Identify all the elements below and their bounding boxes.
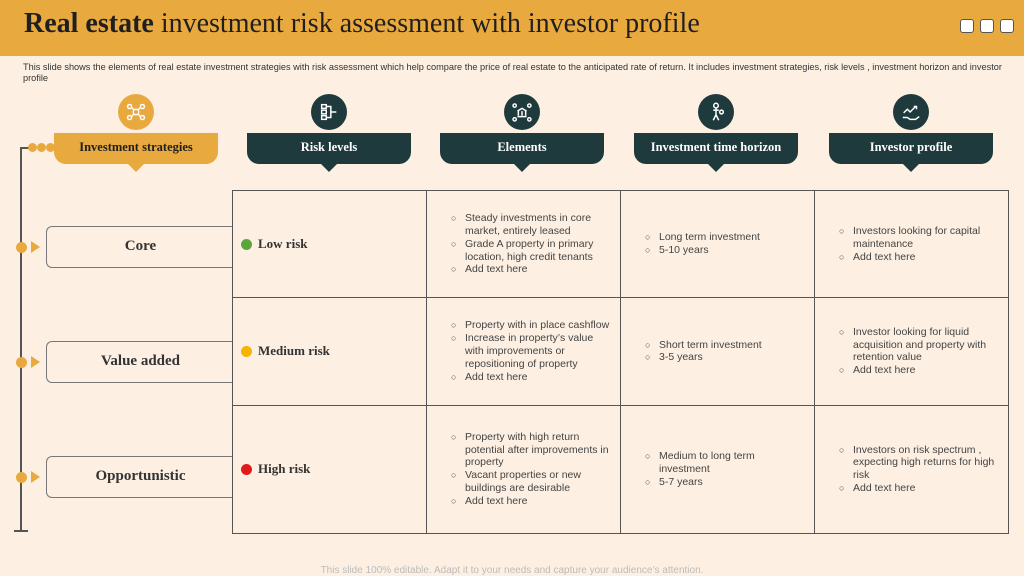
list-item: Short term investment xyxy=(645,339,808,352)
list-item: Add text here xyxy=(839,482,1002,495)
row-marker-arrow xyxy=(31,241,40,253)
row-marker-dot xyxy=(16,242,27,253)
list-item: Investor looking for liquid acquisition … xyxy=(839,326,1002,364)
list-item: Medium to long term investment xyxy=(645,450,808,476)
slide-description: This slide shows the elements of real es… xyxy=(23,62,1002,83)
list-item: Grade A property in primary location, hi… xyxy=(451,238,614,264)
risk-assessment-table: Low risk Steady investments in core mark… xyxy=(232,189,1009,535)
elements-cell: Property with high return potential afte… xyxy=(426,404,621,535)
row-marker-arrow xyxy=(31,356,40,368)
risk-label: Low risk xyxy=(258,236,308,252)
horizon-cell: Medium to long term investment 5-7 years xyxy=(620,404,815,535)
elements-cell: Steady investments in core market, entir… xyxy=(426,189,621,299)
list-item: Add text here xyxy=(451,495,614,508)
timeline-dot xyxy=(28,143,37,152)
title-bar: Real estate investment risk assessment w… xyxy=(0,0,1024,56)
profile-cell: Investors on risk spectrum , expecting h… xyxy=(814,404,1009,535)
profile-cell: Investor looking for liquid acquisition … xyxy=(814,297,1009,406)
page-title: Real estate investment risk assessment w… xyxy=(24,8,700,40)
bank-network-icon xyxy=(504,94,540,130)
list-item: Steady investments in core market, entir… xyxy=(451,212,614,238)
list-item: Investors on risk spectrum , expecting h… xyxy=(839,444,1002,482)
header-elements: Elements xyxy=(440,133,604,172)
list-item: Add text here xyxy=(839,251,1002,264)
elements-cell: Property with in place cashflow Increase… xyxy=(426,297,621,406)
timeline-dot xyxy=(46,143,55,152)
window-button-2[interactable] xyxy=(980,19,994,33)
list-item: Vacant properties or new buildings are d… xyxy=(451,469,614,495)
timeline-dot xyxy=(37,143,46,152)
table-row: Low risk Steady investments in core mark… xyxy=(232,189,1009,299)
growth-hand-icon xyxy=(893,94,929,130)
low-risk-dot xyxy=(241,238,252,250)
strategy-label-value-added: Value added xyxy=(46,341,234,383)
network-icon xyxy=(118,94,154,130)
list-item: 3-5 years xyxy=(645,351,808,364)
header-investor-profile: Investor profile xyxy=(829,133,993,172)
risk-cell: Low risk xyxy=(232,189,427,299)
investor-person-icon xyxy=(698,94,734,130)
risk-label: High risk xyxy=(258,461,311,477)
risk-cell: Medium risk xyxy=(232,297,427,406)
strategy-label-opportunistic: Opportunistic xyxy=(46,456,234,498)
row-marker-dot xyxy=(16,357,27,368)
timeline-line xyxy=(20,147,22,531)
row-marker-dot xyxy=(16,472,27,483)
header-investment-time-horizon: Investment time horizon xyxy=(634,133,798,172)
list-item: 5-7 years xyxy=(645,476,808,489)
timeline-connector xyxy=(20,147,32,149)
list-item: Add text here xyxy=(451,371,614,384)
strategy-label-core: Core xyxy=(46,226,234,268)
flow-icon xyxy=(311,94,347,130)
footer-note: This slide 100% editable. Adapt it to yo… xyxy=(320,565,704,576)
list-item: Property with in place cashflow xyxy=(451,319,614,332)
header-risk-levels: Risk levels xyxy=(247,133,411,172)
window-controls xyxy=(960,19,1014,33)
medium-risk-dot xyxy=(241,345,252,357)
page-title-bold: Real estate xyxy=(24,8,154,39)
horizon-cell: Long term investment 5-10 years xyxy=(620,189,815,299)
risk-label: Medium risk xyxy=(258,343,330,359)
risk-cell: High risk xyxy=(232,404,427,535)
page-title-rest: investment risk assessment with investor… xyxy=(153,8,700,39)
list-item: Increase in property’s value with improv… xyxy=(451,332,614,370)
high-risk-dot xyxy=(241,463,252,475)
table-row: High risk Property with high return pote… xyxy=(232,404,1009,535)
list-item: Add text here xyxy=(839,364,1002,377)
list-item: Long term investment xyxy=(645,231,808,244)
horizon-cell: Short term investment 3-5 years xyxy=(620,297,815,406)
timeline-base xyxy=(14,530,28,532)
row-marker-arrow xyxy=(31,471,40,483)
list-item: 5-10 years xyxy=(645,244,808,257)
window-button-1[interactable] xyxy=(960,19,974,33)
profile-cell: Investors looking for capital maintenanc… xyxy=(814,189,1009,299)
table-row: Medium risk Property with in place cashf… xyxy=(232,297,1009,406)
list-item: Property with high return potential afte… xyxy=(451,431,614,469)
window-button-3[interactable] xyxy=(1000,19,1014,33)
list-item: Add text here xyxy=(451,263,614,276)
header-investment-strategies: Investment strategies xyxy=(54,133,218,172)
list-item: Investors looking for capital maintenanc… xyxy=(839,225,1002,251)
